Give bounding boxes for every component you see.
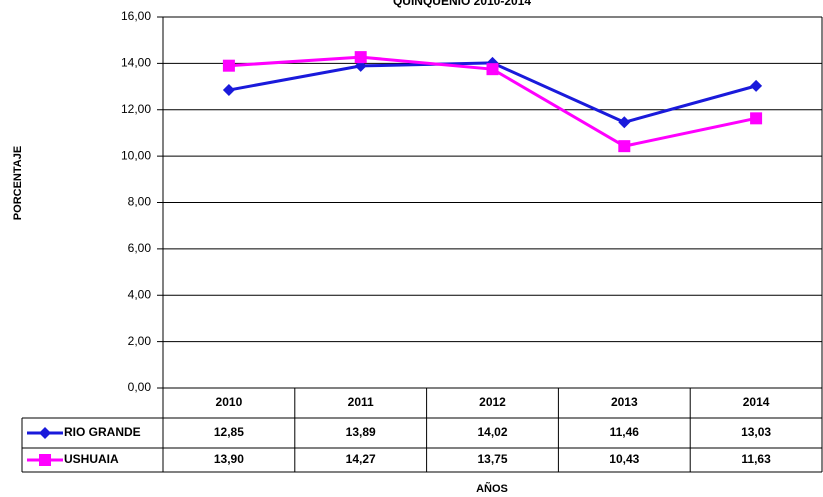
legend-marker (39, 454, 51, 466)
data-label: 14,27 (346, 452, 376, 466)
data-point (750, 112, 763, 125)
x-tick-label: 2012 (479, 395, 506, 409)
y-tick-label: 14,00 (121, 56, 151, 70)
y-tick-label: 16,00 (121, 9, 151, 23)
x-tick-label: 2010 (216, 395, 243, 409)
data-point (486, 63, 499, 76)
y-axis-label: PORCENTAJE (12, 146, 24, 220)
data-label: 13,89 (346, 425, 376, 439)
data-point (354, 51, 367, 64)
x-tick-label: 2011 (348, 395, 374, 409)
data-point (222, 59, 235, 72)
y-tick-label: 8,00 (128, 195, 152, 209)
data-label: 14,02 (477, 425, 507, 439)
y-tick-label: 6,00 (128, 241, 152, 255)
legend-marker (39, 427, 51, 439)
data-point (354, 59, 367, 72)
y-tick-label: 0,00 (128, 380, 152, 394)
data-point (618, 140, 631, 153)
data-label: 13,75 (477, 452, 507, 466)
data-label: 12,85 (214, 425, 244, 439)
x-tick-label: 2013 (611, 395, 638, 409)
x-axis-label: AÑOS (476, 482, 508, 495)
y-tick-label: 10,00 (121, 148, 151, 162)
data-label: 11,46 (610, 425, 640, 439)
legend-label: RIO GRANDE (64, 425, 141, 439)
data-point (222, 84, 235, 97)
legend-label: USHUAIA (64, 452, 119, 466)
x-tick-label: 2014 (743, 395, 770, 409)
data-label: 13,90 (214, 452, 244, 466)
data-point (750, 79, 763, 92)
y-tick-label: 12,00 (121, 102, 151, 116)
data-label: 13,03 (741, 425, 771, 439)
chart-title: QUINQUENIO 2010-2014 (393, 0, 531, 8)
y-tick-label: 2,00 (128, 334, 152, 348)
data-label: 11,63 (741, 452, 771, 466)
y-tick-label: 4,00 (128, 287, 152, 301)
data-label: 10,43 (609, 452, 639, 466)
data-point (618, 116, 631, 129)
